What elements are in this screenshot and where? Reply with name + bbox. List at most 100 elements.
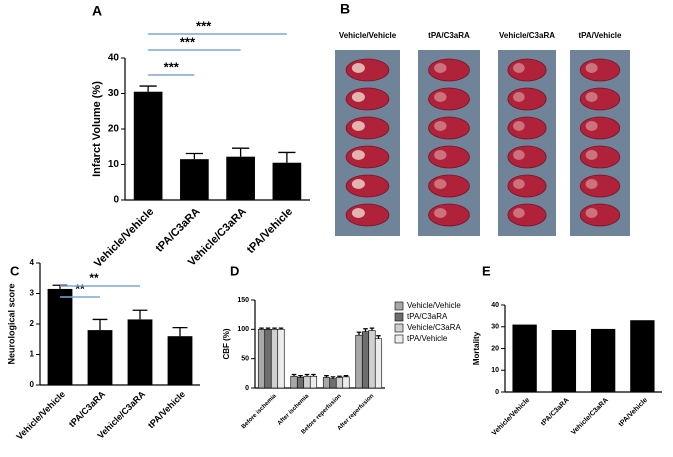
infarct-area [434,121,447,131]
infarct-area [513,63,525,73]
bar [322,377,331,389]
infarct-area [585,63,598,73]
bar [368,330,376,389]
infarct-area [351,92,365,102]
infarct-area [434,150,447,160]
error-bar [363,328,368,332]
infarct-area [513,121,525,131]
bar [127,319,153,385]
infarct-area [434,92,447,102]
bar [277,329,285,389]
bar [180,159,209,200]
y-tick-label: 0 [113,195,119,206]
y-tick-label: 0 [495,389,499,396]
error-bar [139,85,157,92]
bar [512,324,537,392]
error-bar [259,327,264,330]
error-bar [232,147,250,157]
y-tick-label: 3 [30,289,35,298]
error-bar [343,375,349,377]
error-bar [132,309,148,320]
infarct-area [585,121,598,131]
legend-label: Vehicle/Vehicle [407,301,461,310]
panel-label: D [230,263,239,278]
bar [329,378,337,389]
infarct-area [513,150,525,160]
bar [47,288,73,385]
bar [361,331,370,389]
significance-label: ** [89,271,99,285]
y-tick-label: 4 [30,258,35,267]
y-tick-label: 0 [30,380,35,389]
error-bar [298,375,303,378]
significance-label: *** [164,59,180,74]
column-label: tPA/Vehicle [579,31,623,40]
infarct-area [513,208,525,218]
infarct-area [585,179,598,189]
y-tick-label: 150 [237,297,249,304]
legend-swatch [394,334,404,344]
bar [374,338,383,389]
y-tick-label: 1 [30,350,35,359]
bar [342,376,350,389]
infarct-area [351,63,365,73]
infarct-area [351,121,365,131]
bar [551,330,577,392]
bar [226,156,255,200]
error-bar [185,152,203,160]
significance-label: ** [75,282,85,296]
panel-label: B [340,1,350,17]
legend-swatch [394,301,404,311]
error-bar [369,327,375,331]
y-axis-label: Infarct Volume (%) [91,81,103,177]
bar [264,329,272,389]
bar [590,328,616,392]
y-tick-label: 30 [491,324,499,331]
significance-label: *** [180,34,196,49]
y-tick-label: 0 [245,385,249,392]
bar [270,329,279,389]
bar [630,320,655,392]
bar [303,375,311,389]
bar [167,336,193,385]
error-bar [311,373,316,377]
panel-label: A [92,3,102,19]
bar [257,329,266,389]
y-tick-label: 10 [491,367,499,374]
error-bar [278,151,296,163]
error-bar [265,327,271,330]
bar [309,375,318,389]
error-bar [337,375,342,378]
bar [87,330,113,385]
legend-label: Vehicle/C3aRA [407,323,461,332]
infarct-area [351,179,365,189]
error-bar [324,375,329,378]
infarct-area [351,150,365,160]
y-axis-label: CBF (%) [222,328,231,359]
y-tick-label: 2 [30,319,35,328]
bar [296,377,305,389]
y-tick-label: 20 [108,124,120,135]
legend-swatch [394,312,404,322]
error-bar [272,327,277,330]
legend-label: tPA/C3aRA [407,312,448,321]
y-tick-label: 30 [108,88,120,99]
error-bar [278,327,284,330]
bar [335,377,344,389]
legend-swatch [394,323,404,333]
infarct-area [434,179,447,189]
y-tick-label: 40 [108,53,120,64]
y-tick-label: 100 [237,326,249,333]
error-bar [291,373,297,377]
panel-label: C [10,263,20,278]
error-bar [330,376,336,379]
infarct-area [351,208,365,218]
infarct-area [585,92,598,102]
y-tick-label: 40 [491,302,499,309]
error-bar [92,318,108,331]
infarct-area [585,150,598,160]
column-label: Vehicle/C3aRA [499,31,555,40]
infarct-area [434,63,447,73]
bar [133,91,163,200]
